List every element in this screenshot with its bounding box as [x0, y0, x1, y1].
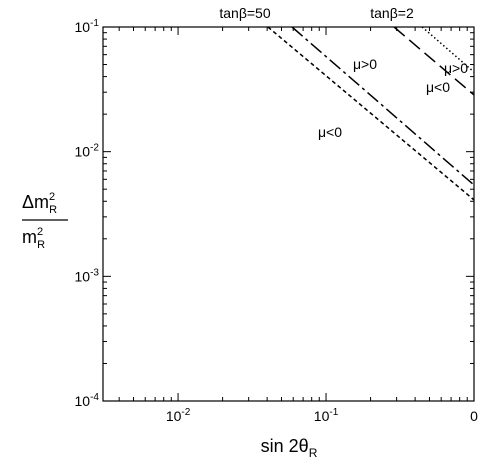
y-tick-label-base: 10	[75, 268, 91, 284]
annotation: μ<0	[318, 124, 342, 140]
x-tick-label-sup: -2	[181, 407, 190, 418]
y-axis-label-sub: R	[49, 204, 57, 216]
y-tick-label-base: 10	[75, 19, 91, 35]
annotation: μ>0	[353, 56, 377, 72]
y-axis-label: Δm2 R	[22, 191, 57, 216]
y-tick-label: 10-4	[75, 392, 100, 409]
series-line	[393, 26, 475, 96]
x-tick-label: 10-1	[314, 407, 339, 424]
annotation: tanβ=2	[370, 5, 414, 21]
series-line	[267, 26, 475, 201]
x-tick-label-base: 10	[166, 408, 182, 424]
x-axis-label: sin 2θR	[261, 436, 318, 460]
y-tick-label-sup: -2	[90, 143, 99, 154]
y-tick-label-base: 10	[75, 393, 91, 409]
y-tick-label: 10-3	[75, 267, 100, 284]
y-tick-label: 10-1	[75, 18, 100, 35]
y-axis-label: m2 R	[22, 226, 45, 251]
y-axis-label-sub: R	[37, 239, 45, 251]
series-line	[421, 26, 475, 73]
y-axis-label-sup: 2	[37, 226, 43, 238]
x-tick-label-base: 10	[314, 408, 330, 424]
x-tick-label-base: 0	[470, 408, 478, 424]
y-axis-label-text: Δm	[22, 192, 49, 212]
annotation: μ>0	[444, 60, 468, 76]
y-tick-label-base: 10	[75, 144, 91, 160]
x-tick-label: 10-2	[166, 407, 191, 424]
annotation: tanβ=50	[219, 5, 270, 21]
y-tick-label: 10-2	[75, 143, 100, 160]
x-axis-label-sub: R	[309, 446, 318, 460]
x-tick-label: 0	[470, 408, 478, 424]
y-axis-label-text: m	[22, 227, 37, 247]
series-line	[291, 26, 475, 186]
y-axis-label-sup: 2	[49, 191, 55, 203]
annotation: μ<0	[426, 79, 450, 95]
x-tick-label-sup: -1	[329, 407, 338, 418]
plot-frame	[102, 26, 475, 402]
x-axis-label-text: sin 2θ	[261, 436, 309, 456]
y-tick-label-sup: -4	[90, 392, 99, 403]
y-tick-label-sup: -3	[90, 267, 99, 278]
y-tick-label-sup: -1	[90, 18, 99, 29]
